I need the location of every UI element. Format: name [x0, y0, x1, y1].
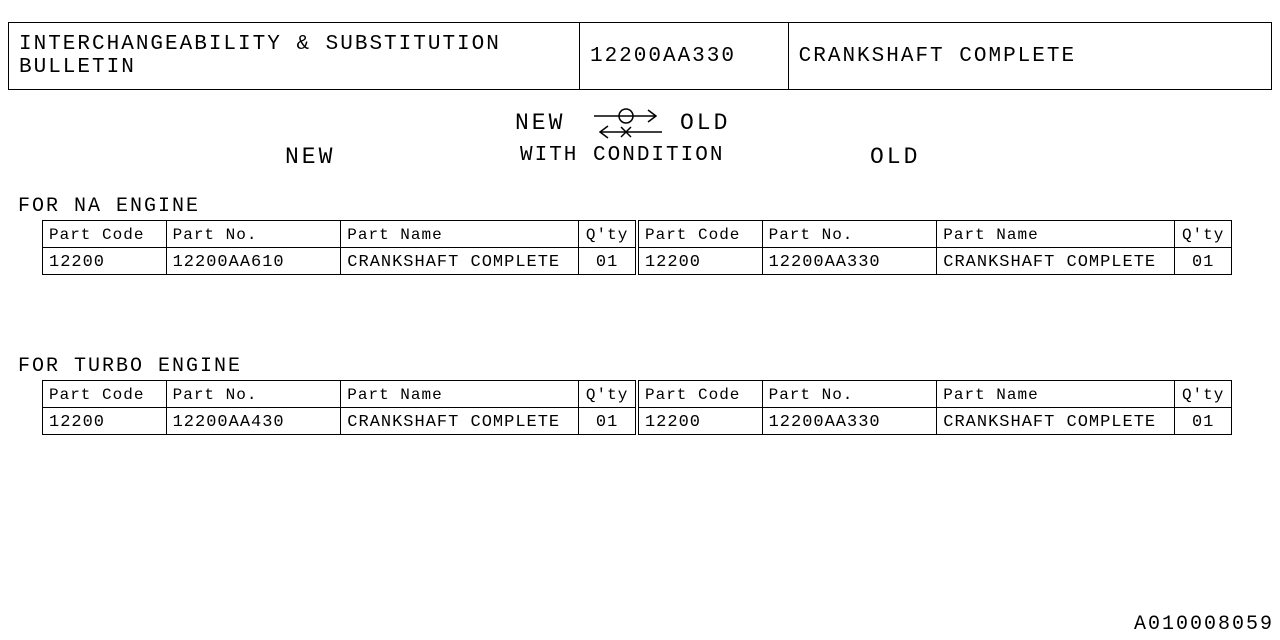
- cell-qty: 01: [579, 248, 636, 275]
- col-qty: Q'ty: [1175, 221, 1232, 248]
- col-part-code: Part Code: [43, 381, 167, 408]
- col-part-no: Part No.: [762, 381, 937, 408]
- cell-part-code: 12200: [638, 408, 762, 435]
- header-part-name: CRANKSHAFT COMPLETE: [788, 23, 1271, 90]
- col-qty: Q'ty: [579, 381, 636, 408]
- legend-old-label: OLD: [680, 110, 730, 136]
- cell-part-no: 12200AA430: [166, 408, 341, 435]
- cell-qty: 01: [1175, 248, 1232, 275]
- table-row: 12200 12200AA610 CRANKSHAFT COMPLETE 01 …: [43, 248, 1232, 275]
- col-part-no: Part No.: [166, 381, 341, 408]
- legend-new-label: NEW: [515, 110, 565, 136]
- legend-old-heading: OLD: [870, 144, 920, 170]
- col-part-no: Part No.: [166, 221, 341, 248]
- cell-part-code: 12200: [43, 408, 167, 435]
- legend-condition-label: WITH CONDITION: [520, 144, 724, 167]
- table-na-engine: Part Code Part No. Part Name Q'ty Part C…: [42, 220, 1232, 275]
- header-title: INTERCHANGEABILITY & SUBSTITUTION BULLET…: [9, 23, 580, 90]
- cell-part-name: CRANKSHAFT COMPLETE: [341, 408, 579, 435]
- footer-document-code: A010008059: [1134, 613, 1274, 636]
- table-header-row: Part Code Part No. Part Name Q'ty Part C…: [43, 221, 1232, 248]
- cell-part-name: CRANKSHAFT COMPLETE: [937, 248, 1175, 275]
- cell-part-name: CRANKSHAFT COMPLETE: [937, 408, 1175, 435]
- cell-part-name: CRANKSHAFT COMPLETE: [341, 248, 579, 275]
- cell-part-no: 12200AA610: [166, 248, 341, 275]
- col-part-name: Part Name: [937, 221, 1175, 248]
- col-part-name: Part Name: [341, 221, 579, 248]
- table-header-row: Part Code Part No. Part Name Q'ty Part C…: [43, 381, 1232, 408]
- cell-part-no: 12200AA330: [762, 248, 937, 275]
- section-label-na: FOR NA ENGINE: [18, 195, 200, 218]
- table-turbo-engine: Part Code Part No. Part Name Q'ty Part C…: [42, 380, 1232, 435]
- cell-part-code: 12200: [43, 248, 167, 275]
- header-part-no: 12200AA330: [579, 23, 788, 90]
- header-box: INTERCHANGEABILITY & SUBSTITUTION BULLET…: [8, 22, 1272, 90]
- cell-part-code: 12200: [638, 248, 762, 275]
- cell-part-no: 12200AA330: [762, 408, 937, 435]
- section-label-turbo: FOR TURBO ENGINE: [18, 355, 242, 378]
- col-part-name: Part Name: [341, 381, 579, 408]
- table-row: 12200 12200AA430 CRANKSHAFT COMPLETE 01 …: [43, 408, 1232, 435]
- cell-qty: 01: [1175, 408, 1232, 435]
- legend-area: NEW OLD NEW OLD WITH CONDITION: [0, 98, 1280, 168]
- cell-qty: 01: [579, 408, 636, 435]
- col-qty: Q'ty: [1175, 381, 1232, 408]
- col-part-no: Part No.: [762, 221, 937, 248]
- interchange-arrows-icon: [590, 104, 668, 142]
- col-part-code: Part Code: [638, 221, 762, 248]
- col-qty: Q'ty: [579, 221, 636, 248]
- legend-new-heading: NEW: [285, 144, 335, 170]
- col-part-code: Part Code: [638, 381, 762, 408]
- col-part-code: Part Code: [43, 221, 167, 248]
- col-part-name: Part Name: [937, 381, 1175, 408]
